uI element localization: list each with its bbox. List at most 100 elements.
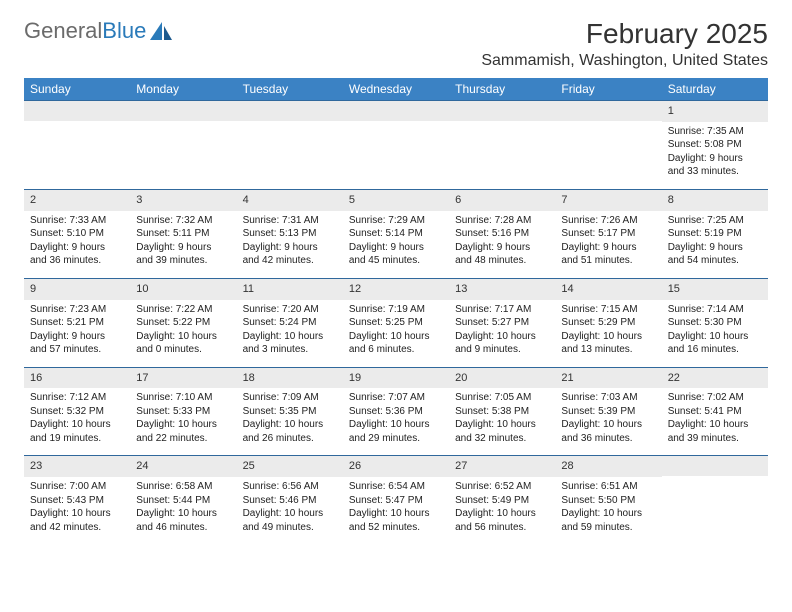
day-info: Sunrise: 6:54 AMSunset: 5:47 PMDaylight:… [343, 477, 449, 544]
calendar-week: 2Sunrise: 7:33 AMSunset: 5:10 PMDaylight… [24, 189, 768, 278]
day-number: 25 [237, 456, 343, 477]
sunrise: Sunrise: 7:35 AM [668, 125, 762, 139]
day-info [662, 476, 768, 534]
day-info: Sunrise: 7:23 AMSunset: 5:21 PMDaylight:… [24, 300, 130, 367]
sunrise: Sunrise: 7:02 AM [668, 391, 762, 405]
day-number: 5 [343, 190, 449, 211]
daylight: Daylight: 9 hours and 39 minutes. [136, 241, 230, 268]
day-info: Sunrise: 7:33 AMSunset: 5:10 PMDaylight:… [24, 211, 130, 278]
day-info: Sunrise: 7:22 AMSunset: 5:22 PMDaylight:… [130, 300, 236, 367]
sail-icon [148, 20, 174, 42]
day-info: Sunrise: 6:56 AMSunset: 5:46 PMDaylight:… [237, 477, 343, 544]
day-info: Sunrise: 6:52 AMSunset: 5:49 PMDaylight:… [449, 477, 555, 544]
sunrise: Sunrise: 7:33 AM [30, 214, 124, 228]
calendar-cell: 1Sunrise: 7:35 AMSunset: 5:08 PMDaylight… [662, 101, 768, 190]
sunset: Sunset: 5:47 PM [349, 494, 443, 508]
logo: GeneralBlue [24, 18, 174, 44]
sunset: Sunset: 5:24 PM [243, 316, 337, 330]
calendar-cell: 4Sunrise: 7:31 AMSunset: 5:13 PMDaylight… [237, 189, 343, 278]
sunrise: Sunrise: 6:52 AM [455, 480, 549, 494]
calendar-cell: 18Sunrise: 7:09 AMSunset: 5:35 PMDayligh… [237, 367, 343, 456]
day-info: Sunrise: 7:17 AMSunset: 5:27 PMDaylight:… [449, 300, 555, 367]
sunrise: Sunrise: 7:15 AM [561, 303, 655, 317]
sunset: Sunset: 5:10 PM [30, 227, 124, 241]
calendar-week: 23Sunrise: 7:00 AMSunset: 5:43 PMDayligh… [24, 456, 768, 544]
daylight: Daylight: 10 hours and 32 minutes. [455, 418, 549, 445]
sunset: Sunset: 5:19 PM [668, 227, 762, 241]
day-header: Sunday [24, 78, 130, 101]
calendar-cell: 22Sunrise: 7:02 AMSunset: 5:41 PMDayligh… [662, 367, 768, 456]
sunset: Sunset: 5:08 PM [668, 138, 762, 152]
day-info [555, 121, 661, 179]
day-number [237, 101, 343, 121]
day-number: 2 [24, 190, 130, 211]
title-block: February 2025 Sammamish, Washington, Uni… [481, 18, 768, 70]
daylight: Daylight: 9 hours and 36 minutes. [30, 241, 124, 268]
sunset: Sunset: 5:39 PM [561, 405, 655, 419]
sunrise: Sunrise: 7:23 AM [30, 303, 124, 317]
calendar-cell: 24Sunrise: 6:58 AMSunset: 5:44 PMDayligh… [130, 456, 236, 544]
day-info: Sunrise: 7:19 AMSunset: 5:25 PMDaylight:… [343, 300, 449, 367]
daylight: Daylight: 10 hours and 0 minutes. [136, 330, 230, 357]
day-number: 4 [237, 190, 343, 211]
calendar-week: 16Sunrise: 7:12 AMSunset: 5:32 PMDayligh… [24, 367, 768, 456]
day-number [449, 101, 555, 121]
sunset: Sunset: 5:29 PM [561, 316, 655, 330]
day-number: 12 [343, 279, 449, 300]
day-number: 7 [555, 190, 661, 211]
calendar-cell: 12Sunrise: 7:19 AMSunset: 5:25 PMDayligh… [343, 278, 449, 367]
day-header: Thursday [449, 78, 555, 101]
calendar-cell [24, 101, 130, 190]
sunset: Sunset: 5:11 PM [136, 227, 230, 241]
daylight: Daylight: 10 hours and 26 minutes. [243, 418, 337, 445]
sunrise: Sunrise: 7:20 AM [243, 303, 337, 317]
calendar-cell: 17Sunrise: 7:10 AMSunset: 5:33 PMDayligh… [130, 367, 236, 456]
calendar-cell: 25Sunrise: 6:56 AMSunset: 5:46 PMDayligh… [237, 456, 343, 544]
day-number: 1 [662, 101, 768, 122]
calendar-cell [130, 101, 236, 190]
day-number: 19 [343, 368, 449, 389]
sunset: Sunset: 5:32 PM [30, 405, 124, 419]
day-info: Sunrise: 7:10 AMSunset: 5:33 PMDaylight:… [130, 388, 236, 455]
sunrise: Sunrise: 6:56 AM [243, 480, 337, 494]
day-number: 26 [343, 456, 449, 477]
daylight: Daylight: 9 hours and 57 minutes. [30, 330, 124, 357]
calendar-cell: 11Sunrise: 7:20 AMSunset: 5:24 PMDayligh… [237, 278, 343, 367]
calendar-cell: 14Sunrise: 7:15 AMSunset: 5:29 PMDayligh… [555, 278, 661, 367]
daylight: Daylight: 10 hours and 52 minutes. [349, 507, 443, 534]
calendar-week: 9Sunrise: 7:23 AMSunset: 5:21 PMDaylight… [24, 278, 768, 367]
daylight: Daylight: 10 hours and 59 minutes. [561, 507, 655, 534]
day-number: 28 [555, 456, 661, 477]
day-info: Sunrise: 7:03 AMSunset: 5:39 PMDaylight:… [555, 388, 661, 455]
sunrise: Sunrise: 7:32 AM [136, 214, 230, 228]
calendar-cell [449, 101, 555, 190]
daylight: Daylight: 10 hours and 36 minutes. [561, 418, 655, 445]
daylight: Daylight: 9 hours and 42 minutes. [243, 241, 337, 268]
logo-text: GeneralBlue [24, 18, 146, 44]
day-number: 22 [662, 368, 768, 389]
day-info: Sunrise: 7:35 AMSunset: 5:08 PMDaylight:… [662, 122, 768, 189]
sunrise: Sunrise: 7:05 AM [455, 391, 549, 405]
day-header: Saturday [662, 78, 768, 101]
calendar-cell: 3Sunrise: 7:32 AMSunset: 5:11 PMDaylight… [130, 189, 236, 278]
daylight: Daylight: 10 hours and 9 minutes. [455, 330, 549, 357]
daylight: Daylight: 10 hours and 29 minutes. [349, 418, 443, 445]
day-number: 18 [237, 368, 343, 389]
day-number: 17 [130, 368, 236, 389]
calendar-cell: 10Sunrise: 7:22 AMSunset: 5:22 PMDayligh… [130, 278, 236, 367]
sunrise: Sunrise: 7:17 AM [455, 303, 549, 317]
day-number [662, 456, 768, 476]
day-info: Sunrise: 7:31 AMSunset: 5:13 PMDaylight:… [237, 211, 343, 278]
sunset: Sunset: 5:43 PM [30, 494, 124, 508]
sunrise: Sunrise: 7:25 AM [668, 214, 762, 228]
calendar-cell: 23Sunrise: 7:00 AMSunset: 5:43 PMDayligh… [24, 456, 130, 544]
day-number: 21 [555, 368, 661, 389]
sunset: Sunset: 5:36 PM [349, 405, 443, 419]
sunset: Sunset: 5:25 PM [349, 316, 443, 330]
calendar-cell [555, 101, 661, 190]
calendar-cell [343, 101, 449, 190]
sunset: Sunset: 5:44 PM [136, 494, 230, 508]
sunrise: Sunrise: 7:03 AM [561, 391, 655, 405]
sunset: Sunset: 5:13 PM [243, 227, 337, 241]
sunset: Sunset: 5:41 PM [668, 405, 762, 419]
